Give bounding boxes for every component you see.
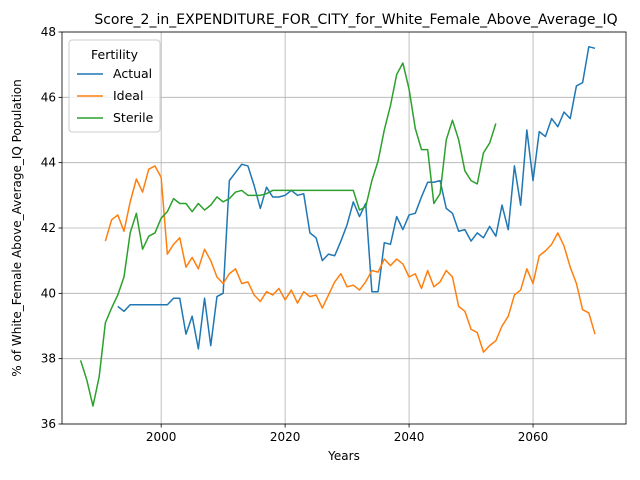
series-line-ideal [104,165,596,353]
y-tick-label: 44 [41,156,56,170]
x-axis-label: Years [327,449,360,463]
y-tick-label: 38 [41,352,56,366]
x-tick-label: 2020 [270,430,301,444]
series-line-sterile [79,62,497,407]
x-tick-label: 2000 [146,430,177,444]
series-line-actual [117,45,596,350]
y-tick-label: 36 [41,417,56,431]
y-tick-label: 48 [41,25,56,39]
y-tick-label: 40 [41,286,56,300]
y-tick-label: 46 [41,90,56,104]
series-layer [79,45,596,407]
axis-ticks: 2000 2020 2040 2060 36 38 40 42 44 46 48 [41,25,549,444]
chart-title: Score_2_in_EXPENDITURE_FOR_CITY_for_Whit… [94,12,617,28]
legend: Fertility Actual Ideal Sterile [68,39,161,133]
x-tick-label: 2040 [394,430,425,444]
legend-title: Fertility [91,47,139,62]
legend-items: Actual Ideal Sterile [77,66,154,125]
y-axis-label: % of White_Female Above_Average_IQ Popul… [10,79,24,376]
x-tick-label: 2060 [518,430,549,444]
legend-label-actual: Actual [113,66,152,81]
legend-label-sterile: Sterile [113,110,154,125]
legend-label-ideal: Ideal [113,88,143,103]
legend-box [68,39,161,133]
y-tick-label: 42 [41,221,56,235]
